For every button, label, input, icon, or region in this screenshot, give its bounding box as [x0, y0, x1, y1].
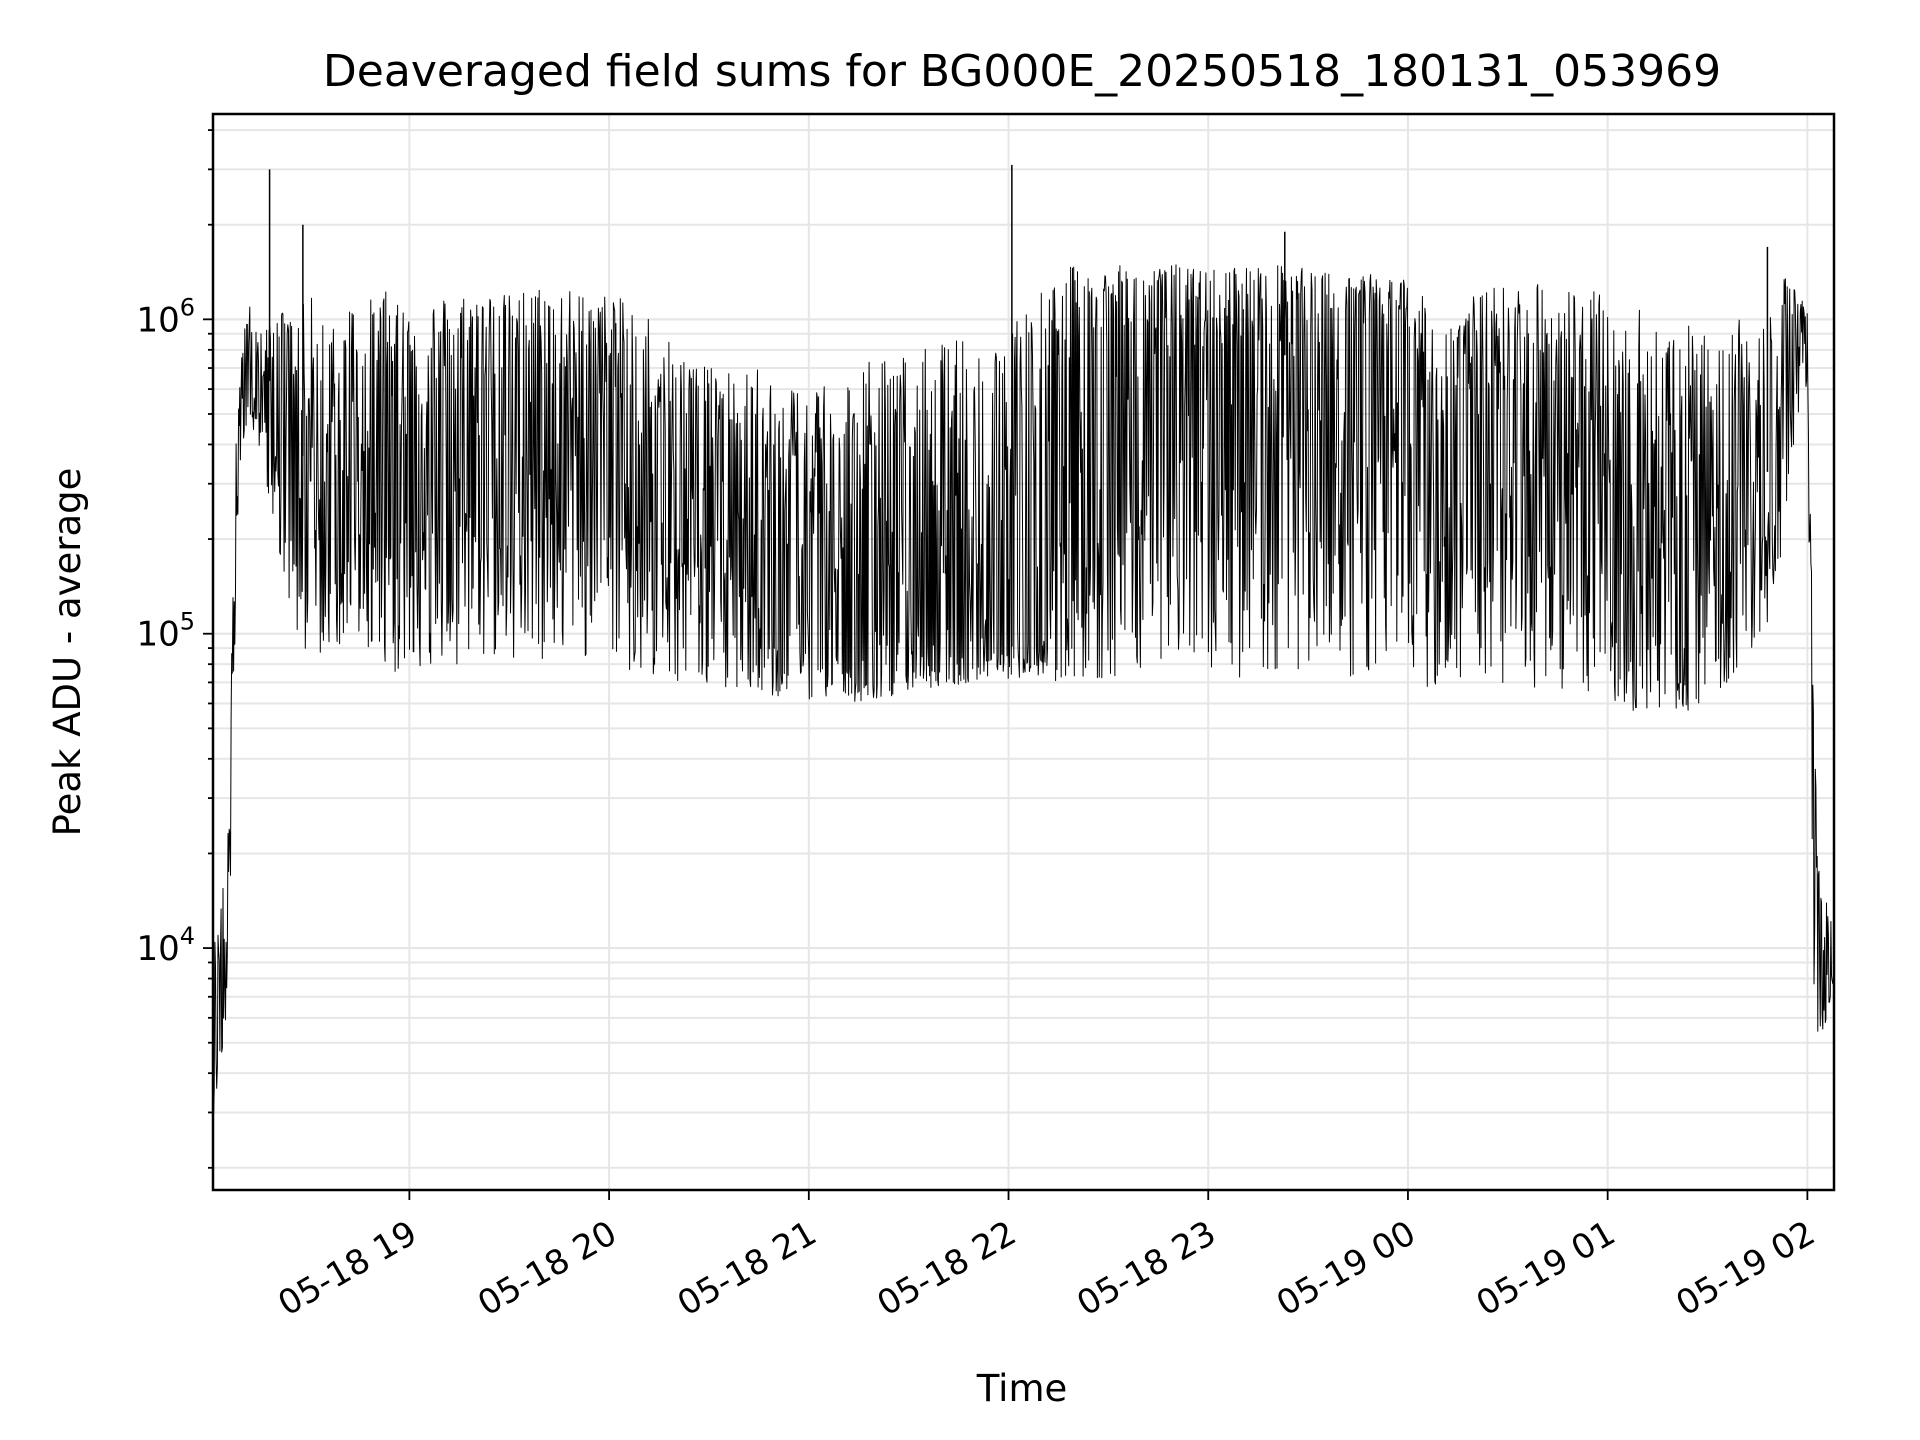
chart-title: Deaveraged field sums for BG000E_2025051… — [323, 46, 1721, 97]
data-series — [212, 164, 1835, 1115]
y-axis-label: Peak ADU - average — [46, 468, 89, 837]
plot-frame — [211, 112, 1836, 1192]
y-axis: 104 105 106 — [136, 129, 213, 1169]
series-line — [212, 264, 1835, 1115]
y-tick-label: 104 — [136, 922, 195, 969]
x-axis-label: Time — [976, 1367, 1068, 1410]
y-tick-label: 105 — [136, 608, 195, 655]
y-tick-label: 106 — [136, 293, 195, 340]
